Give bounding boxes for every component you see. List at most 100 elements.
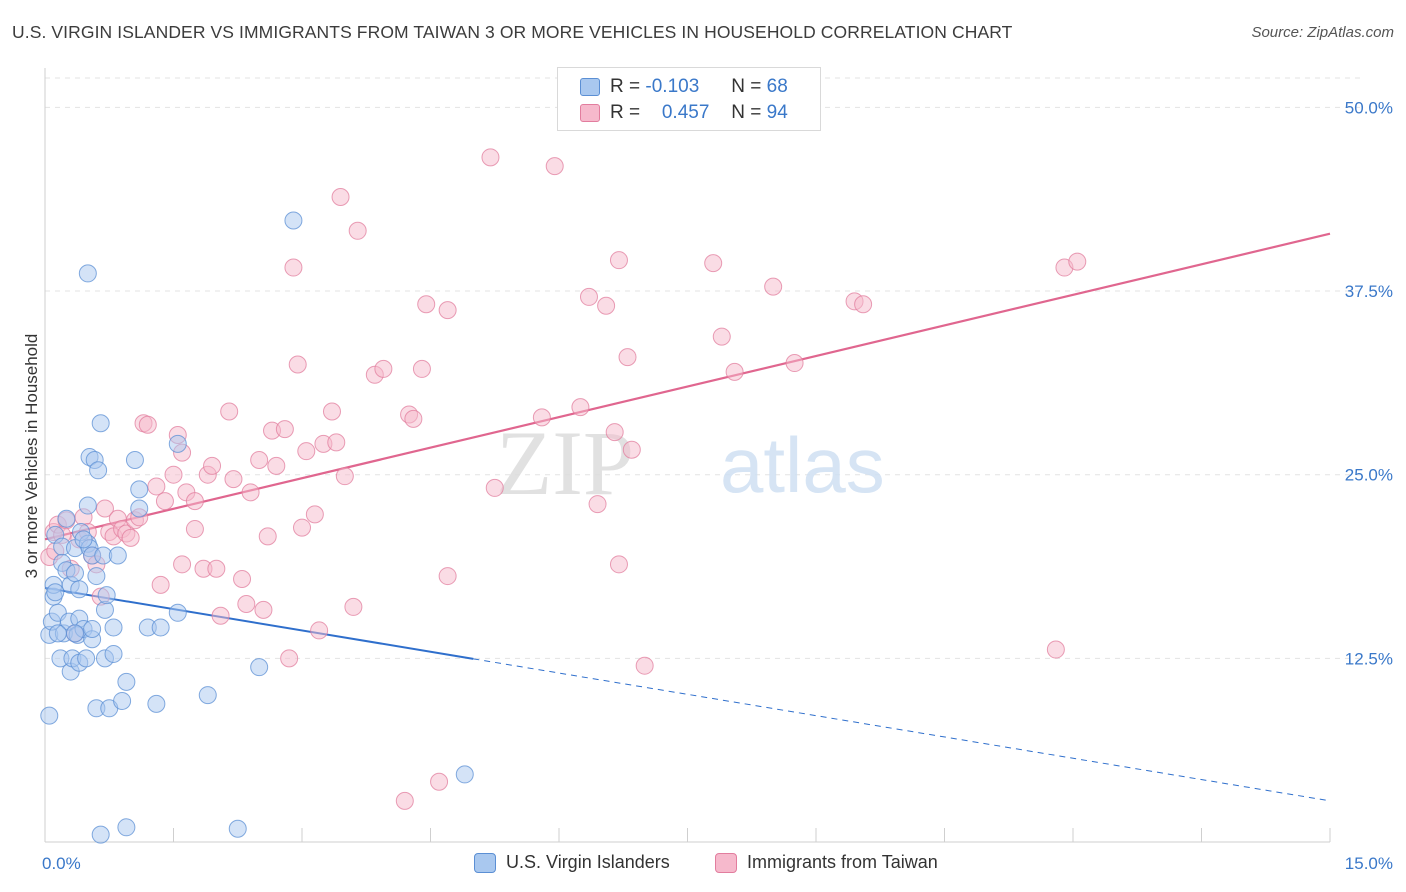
point-taiwan: [545, 157, 564, 176]
series-legend: U.S. Virgin Islanders Immigrants from Ta…: [0, 852, 1406, 876]
point-virgin-islanders: [117, 672, 136, 691]
point-virgin-islanders: [57, 509, 76, 528]
point-taiwan: [635, 656, 654, 675]
pink-swatch: [580, 104, 600, 122]
point-virgin-islanders: [77, 649, 96, 668]
point-taiwan: [211, 606, 230, 625]
legend-item-virgin-islanders[interactable]: U.S. Virgin Islanders: [474, 852, 670, 873]
watermark-atlas: atlas: [720, 421, 885, 509]
point-taiwan: [344, 597, 363, 616]
point-taiwan: [348, 221, 367, 240]
point-virgin-islanders: [198, 686, 217, 705]
stats-row-pink: R = 0.457 N = 94: [580, 101, 788, 125]
point-taiwan: [151, 575, 170, 594]
point-taiwan: [185, 492, 204, 511]
point-taiwan: [335, 467, 354, 486]
point-taiwan: [147, 477, 166, 496]
point-virgin-islanders: [104, 644, 123, 663]
point-taiwan: [293, 518, 311, 537]
point-virgin-islanders: [130, 499, 149, 518]
point-virgin-islanders: [168, 603, 187, 622]
r-value: 0.457: [661, 102, 710, 123]
legend-label: U.S. Virgin Islanders: [506, 852, 670, 872]
point-virgin-islanders: [228, 819, 247, 838]
point-virgin-islanders: [46, 583, 65, 602]
r-label: R =: [610, 102, 641, 123]
point-taiwan: [203, 456, 222, 475]
point-taiwan: [618, 348, 637, 367]
point-taiwan: [305, 505, 324, 524]
y-tick-label: 50.0%: [1345, 98, 1393, 117]
point-taiwan: [1046, 640, 1065, 659]
x-tick-label: 0.0%: [42, 854, 81, 873]
point-virgin-islanders: [455, 765, 474, 784]
point-taiwan: [185, 520, 204, 539]
trend-line-virgin-islanders: [44, 586, 474, 660]
point-taiwan: [224, 470, 243, 489]
point-taiwan: [485, 478, 504, 497]
point-virgin-islanders: [147, 694, 166, 713]
point-virgin-islanders: [74, 530, 93, 549]
point-taiwan: [481, 148, 500, 167]
stats-legend: R = -0.103 N = 68 R = 0.457 N = 94: [557, 67, 821, 131]
point-virgin-islanders: [91, 825, 110, 844]
point-virgin-islanders: [108, 546, 127, 565]
stats-row-blue: R = -0.103 N = 68: [580, 75, 788, 99]
point-taiwan: [404, 409, 423, 428]
point-taiwan: [164, 465, 183, 484]
point-taiwan: [395, 791, 414, 810]
point-taiwan: [609, 555, 628, 574]
point-taiwan: [1068, 252, 1087, 271]
point-virgin-islanders: [130, 480, 149, 499]
point-taiwan: [233, 570, 252, 589]
point-virgin-islanders: [104, 618, 123, 637]
point-taiwan: [297, 442, 316, 461]
point-taiwan: [241, 483, 260, 502]
point-taiwan: [284, 258, 303, 277]
legend-swatch-pink: [715, 852, 737, 873]
r-label: R =: [610, 76, 641, 97]
point-taiwan: [571, 398, 590, 417]
y-tick-label: 37.5%: [1345, 282, 1393, 301]
point-taiwan: [258, 527, 277, 546]
point-virgin-islanders: [70, 580, 89, 599]
point-taiwan: [417, 295, 436, 314]
point-taiwan: [605, 423, 624, 442]
watermark: ZIP atlas: [496, 412, 885, 514]
chart-title: U.S. VIRGIN ISLANDER VS IMMIGRANTS FROM …: [12, 22, 1013, 42]
point-taiwan: [267, 456, 286, 475]
point-taiwan: [173, 555, 192, 574]
point-taiwan: [579, 287, 598, 306]
point-virgin-islanders: [40, 706, 59, 725]
point-virgin-islanders: [89, 461, 108, 480]
point-taiwan: [412, 359, 431, 378]
tick-labels: 12.5% 25.0% 37.5% 50.0% 0.0% 15.0%: [42, 98, 1393, 873]
point-virgin-islanders: [65, 624, 84, 643]
point-taiwan: [327, 433, 346, 452]
point-virgin-islanders: [151, 618, 170, 637]
point-taiwan: [609, 251, 628, 270]
point-virgin-islanders: [78, 496, 97, 515]
point-virgin-islanders: [250, 658, 269, 677]
trend-lines: [44, 232, 1331, 802]
point-taiwan: [854, 295, 873, 314]
point-taiwan: [250, 451, 269, 469]
data-points: [40, 148, 1087, 844]
y-axis-label: 3 or more Vehicles in Household: [22, 333, 41, 579]
point-virgin-islanders: [168, 434, 187, 453]
point-taiwan: [704, 254, 723, 273]
point-taiwan: [237, 594, 256, 613]
point-taiwan: [597, 296, 616, 315]
point-taiwan: [785, 354, 804, 373]
point-virgin-islanders: [284, 211, 303, 230]
source-credit: Source: ZipAtlas.com: [1251, 24, 1394, 41]
point-taiwan: [588, 495, 607, 514]
point-virgin-islanders: [97, 586, 116, 605]
legend-item-taiwan[interactable]: Immigrants from Taiwan: [715, 852, 938, 873]
x-tick-label: 15.0%: [1345, 854, 1393, 873]
point-taiwan: [288, 355, 307, 374]
n-value: 68: [766, 76, 788, 97]
trend-line-virgin-islanders-extension: [473, 658, 1331, 802]
point-virgin-islanders: [78, 264, 97, 283]
